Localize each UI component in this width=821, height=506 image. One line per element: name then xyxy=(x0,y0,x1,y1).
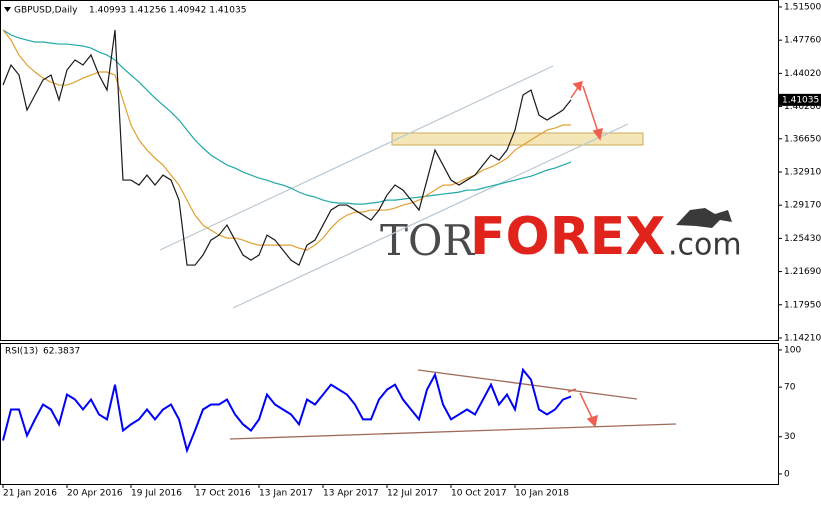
price-tag-label: 1.41035 xyxy=(782,95,819,105)
rsi-panel xyxy=(0,343,779,485)
y-tick-label: 1.17950 xyxy=(784,300,821,310)
x-tick-label: 19 Jul 2016 xyxy=(131,489,182,499)
y-tick-label: 1.21690 xyxy=(784,267,821,277)
ohlc-text: 1.40993 1.41256 1.40942 1.41035 xyxy=(89,6,246,16)
watermark-text: TOR xyxy=(380,216,475,265)
arrow xyxy=(579,392,594,421)
rsi-trendlines xyxy=(229,369,677,440)
trendline xyxy=(417,369,638,400)
price-tag xyxy=(779,93,821,106)
x-tick-label: 17 Oct 2016 xyxy=(195,489,251,499)
y-tick-label: 100 xyxy=(784,345,801,355)
y-tick-label: 1.32910 xyxy=(784,167,821,177)
data-line xyxy=(2,29,572,266)
channel xyxy=(159,65,629,309)
x-tick-label: 12 Jul 2017 xyxy=(387,489,438,499)
trendline xyxy=(229,423,677,440)
data-line xyxy=(2,367,572,454)
x-tick-label: 13 Apr 2017 xyxy=(323,489,379,499)
y-tick-label: 1.14210 xyxy=(784,333,821,343)
arrow-head xyxy=(572,80,584,92)
data-line xyxy=(2,29,572,205)
support-zone xyxy=(391,132,644,146)
rsi-value: 62.3837 xyxy=(43,347,80,357)
price-panel xyxy=(0,0,779,341)
arrow xyxy=(582,85,599,133)
x-tick-label: 21 Jan 2016 xyxy=(3,489,57,499)
y-tick-label: 1.29170 xyxy=(784,201,821,211)
rsi-title: RSI(13) xyxy=(5,347,38,357)
chart-title: GBPUSD,Daily xyxy=(14,6,78,16)
y-tick-label: 1.36650 xyxy=(784,134,821,144)
y-tick-label: 30 xyxy=(784,432,796,442)
x-tick-label: 10 Oct 2017 xyxy=(451,489,507,499)
y-tick-label: 1.47760 xyxy=(784,36,821,46)
y-tick-label: 0 xyxy=(784,469,790,479)
arrow-head xyxy=(592,127,603,141)
arrows xyxy=(567,80,603,428)
y-tick-label: 1.51500 xyxy=(784,2,821,12)
y-tick-label: 1.44020 xyxy=(784,69,821,79)
bull-icon xyxy=(676,208,732,228)
y-tick-label: 1.25430 xyxy=(784,234,821,244)
channel-line xyxy=(232,123,629,309)
y-tick-label: 70 xyxy=(784,383,796,393)
x-tick-label: 10 Jan 2018 xyxy=(515,489,569,499)
x-tick-label: 20 Apr 2016 xyxy=(67,489,123,499)
menu-icon xyxy=(4,7,11,12)
arrow-head xyxy=(586,414,598,428)
watermark-text: FOREX xyxy=(470,207,665,267)
x-tick-label: 13 Jan 2017 xyxy=(259,489,313,499)
watermark: TOR FOREX .com xyxy=(380,207,742,267)
y-tick-label: 1.40280 xyxy=(784,102,821,112)
watermark-text: .com xyxy=(668,228,742,263)
channel-line xyxy=(159,65,554,251)
